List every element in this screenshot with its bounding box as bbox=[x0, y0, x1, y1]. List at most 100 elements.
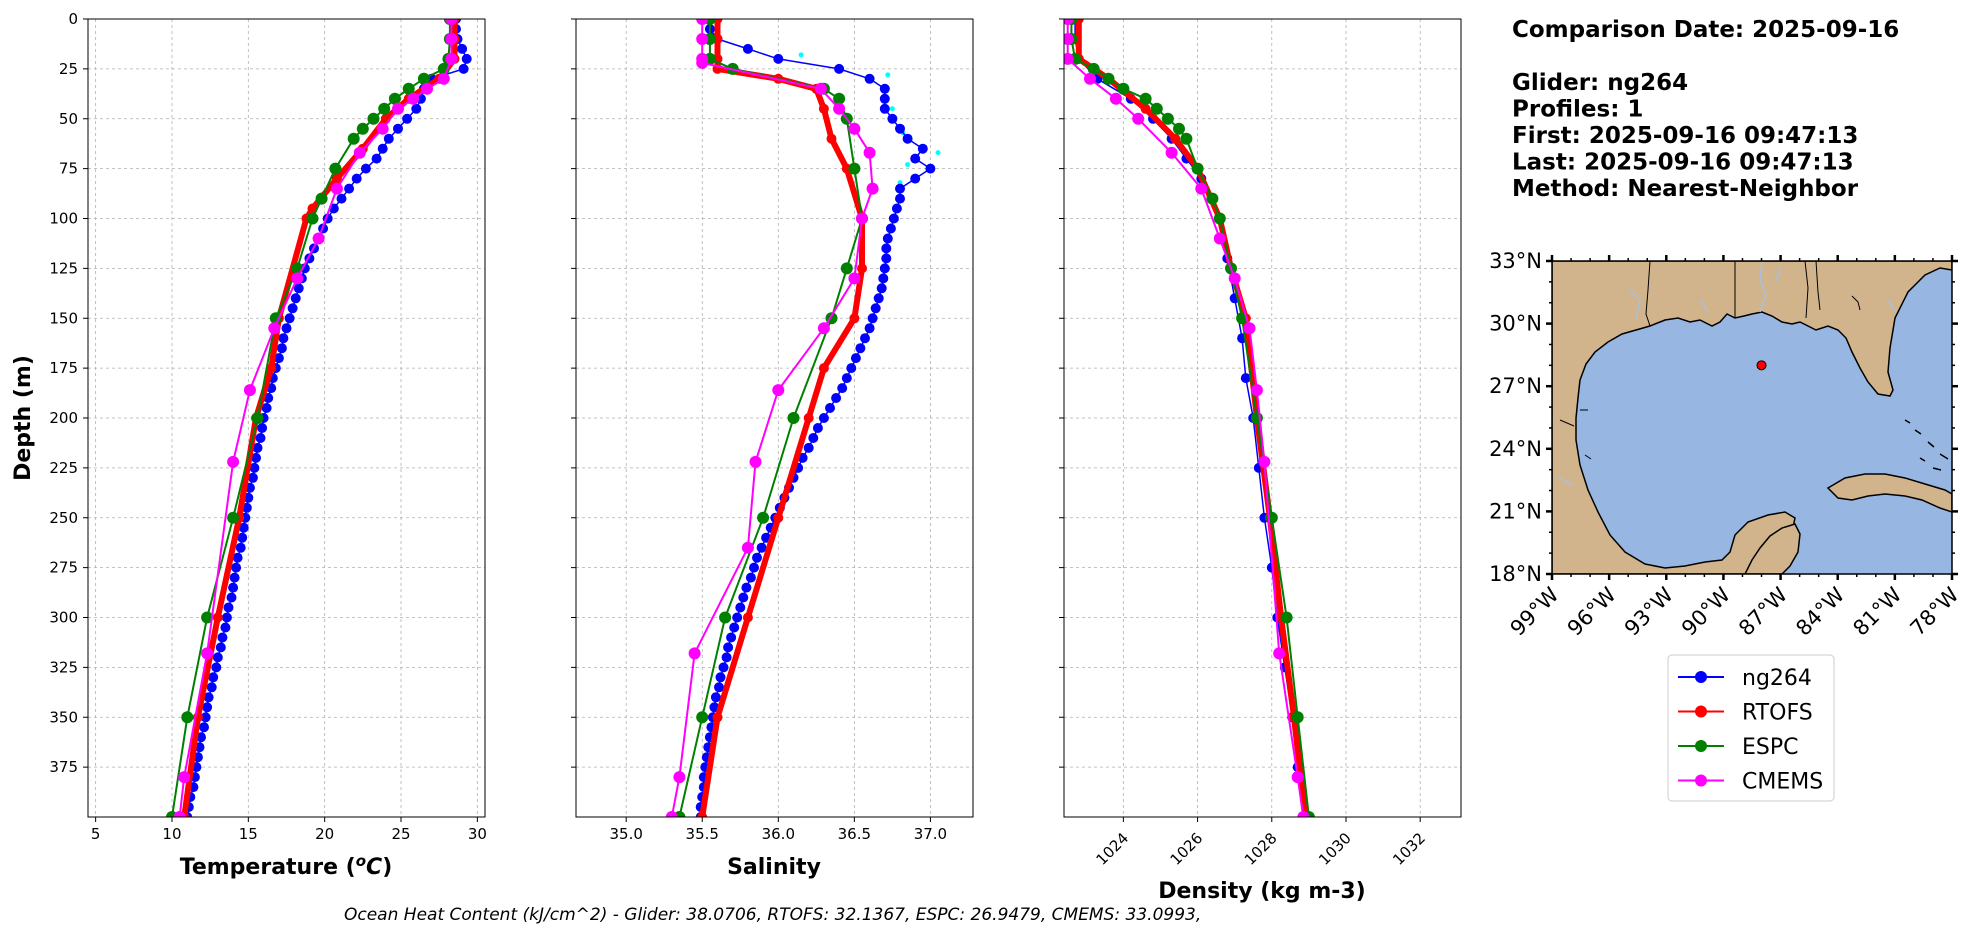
data-point-ng264 bbox=[715, 672, 726, 683]
data-point-ng264 bbox=[223, 602, 234, 613]
plot-area bbox=[665, 19, 941, 817]
data-point-ng264 bbox=[878, 273, 889, 284]
data-point-ng264 bbox=[885, 223, 896, 234]
data-point-cmems bbox=[1291, 771, 1304, 784]
data-point-ng264 bbox=[251, 452, 261, 463]
data-point-espc bbox=[1102, 72, 1115, 85]
data-point-cmems bbox=[696, 56, 709, 69]
data-point-ng264 bbox=[411, 103, 422, 114]
data-point-espc bbox=[840, 262, 853, 275]
data-point-ng264 bbox=[745, 572, 756, 583]
data-point-ng264 bbox=[202, 702, 213, 713]
data-point-cmems bbox=[178, 771, 191, 784]
map-lat-label: 30°N bbox=[1489, 312, 1542, 336]
data-point-ng264 bbox=[383, 133, 394, 144]
data-point-ng264 bbox=[293, 283, 304, 294]
data-point-ng264 bbox=[831, 393, 842, 403]
map-lat-label: 21°N bbox=[1489, 499, 1542, 523]
data-point-ng264 bbox=[377, 143, 388, 154]
map-land-north bbox=[1552, 261, 1952, 574]
data-point-ng264 bbox=[229, 572, 240, 583]
data-point-ng264 bbox=[895, 193, 905, 204]
plot-area bbox=[1064, 19, 1315, 817]
data-point-cmems bbox=[227, 455, 240, 468]
data-point-espc bbox=[315, 192, 328, 205]
data-point-cmems bbox=[863, 146, 876, 159]
data-point-rtofs bbox=[857, 263, 867, 274]
data-point-ng264 bbox=[237, 532, 248, 543]
data-point-cmems bbox=[1064, 52, 1074, 65]
data-point-espc bbox=[787, 412, 800, 424]
data-point-ng264 bbox=[729, 622, 740, 633]
data-point-espc bbox=[1150, 102, 1163, 115]
density-axis-label: Density (kg m-3) bbox=[1158, 879, 1366, 904]
raw-sample-point bbox=[889, 106, 895, 112]
data-point-ng264 bbox=[255, 433, 266, 443]
data-point-espc bbox=[402, 82, 415, 95]
series-line-espc bbox=[678, 19, 863, 817]
depth-axis-label: Depth (m) bbox=[11, 355, 36, 481]
y-tick-label: 25 bbox=[59, 60, 78, 78]
data-point-ng264 bbox=[879, 93, 890, 104]
data-point-rtofs bbox=[773, 512, 784, 523]
data-point-ng264 bbox=[278, 333, 289, 344]
x-tick-label: 35.0 bbox=[609, 825, 642, 843]
data-point-cmems bbox=[330, 182, 343, 195]
legend-entry-espc: ESPC bbox=[1678, 735, 1799, 760]
data-point-cmems bbox=[312, 232, 325, 245]
map-state-borders bbox=[1559, 261, 1861, 460]
data-point-cmems bbox=[1250, 384, 1263, 397]
x-tick-label: 1030 bbox=[1315, 829, 1355, 869]
y-tick-label: 150 bbox=[49, 309, 78, 327]
data-point-ng264 bbox=[235, 542, 246, 553]
data-point-espc bbox=[251, 412, 264, 424]
data-point-espc bbox=[1206, 192, 1219, 205]
data-point-rtofs bbox=[803, 413, 814, 423]
data-point-cmems bbox=[1213, 232, 1226, 245]
legend-marker bbox=[1695, 774, 1707, 787]
data-point-ng264 bbox=[393, 123, 403, 134]
glider-location-marker bbox=[1756, 360, 1767, 371]
info-line: Last: 2025-09-16 09:47:13 bbox=[1512, 150, 1854, 176]
y-tick-label: 75 bbox=[59, 160, 78, 178]
data-point-espc bbox=[1280, 611, 1293, 624]
data-point-cmems bbox=[848, 272, 861, 285]
data-point-ng264 bbox=[803, 442, 814, 453]
data-point-ng264 bbox=[738, 592, 749, 603]
data-point-espc bbox=[1173, 122, 1185, 135]
legend-entry-rtofs: RTOFS bbox=[1678, 701, 1813, 726]
data-point-ng264 bbox=[917, 143, 928, 154]
data-point-cmems bbox=[848, 122, 861, 135]
map-lon-label: 84°W bbox=[1791, 582, 1849, 640]
data-point-ng264 bbox=[257, 423, 268, 433]
legend-box bbox=[1667, 654, 1835, 802]
data-point-cmems bbox=[1084, 72, 1096, 85]
y-tick-label: 0 bbox=[68, 10, 78, 28]
data-point-ng264 bbox=[741, 582, 752, 593]
x-tick-label: 1024 bbox=[1092, 829, 1132, 869]
data-point-ng264 bbox=[864, 73, 875, 84]
map-lon-label: 99°W bbox=[1506, 582, 1564, 640]
raw-sample-point bbox=[905, 162, 911, 168]
data-point-cmems bbox=[1109, 92, 1122, 105]
legend-label: ESPC bbox=[1742, 735, 1799, 760]
x-tick-label: 35.5 bbox=[686, 825, 719, 843]
data-point-ng264 bbox=[457, 43, 468, 54]
data-point-ng264 bbox=[276, 343, 287, 354]
y-tick-label: 350 bbox=[49, 708, 78, 726]
map-lat-label: 27°N bbox=[1489, 374, 1542, 398]
data-point-cmems bbox=[749, 455, 762, 468]
series-cmems bbox=[665, 19, 879, 817]
y-tick-label: 100 bbox=[49, 210, 78, 228]
x-tick-label: 36.5 bbox=[838, 825, 871, 843]
data-point-ng264 bbox=[232, 552, 243, 563]
y-tick-label: 200 bbox=[49, 409, 78, 427]
y-tick-label: 50 bbox=[59, 110, 78, 128]
data-point-cmems bbox=[772, 384, 785, 397]
data-point-ng264 bbox=[249, 462, 260, 473]
map-lat-label: 33°N bbox=[1489, 249, 1542, 273]
data-point-ng264 bbox=[742, 43, 753, 54]
data-point-cmems bbox=[741, 541, 754, 554]
data-point-espc bbox=[417, 72, 430, 85]
data-point-ng264 bbox=[360, 163, 371, 174]
